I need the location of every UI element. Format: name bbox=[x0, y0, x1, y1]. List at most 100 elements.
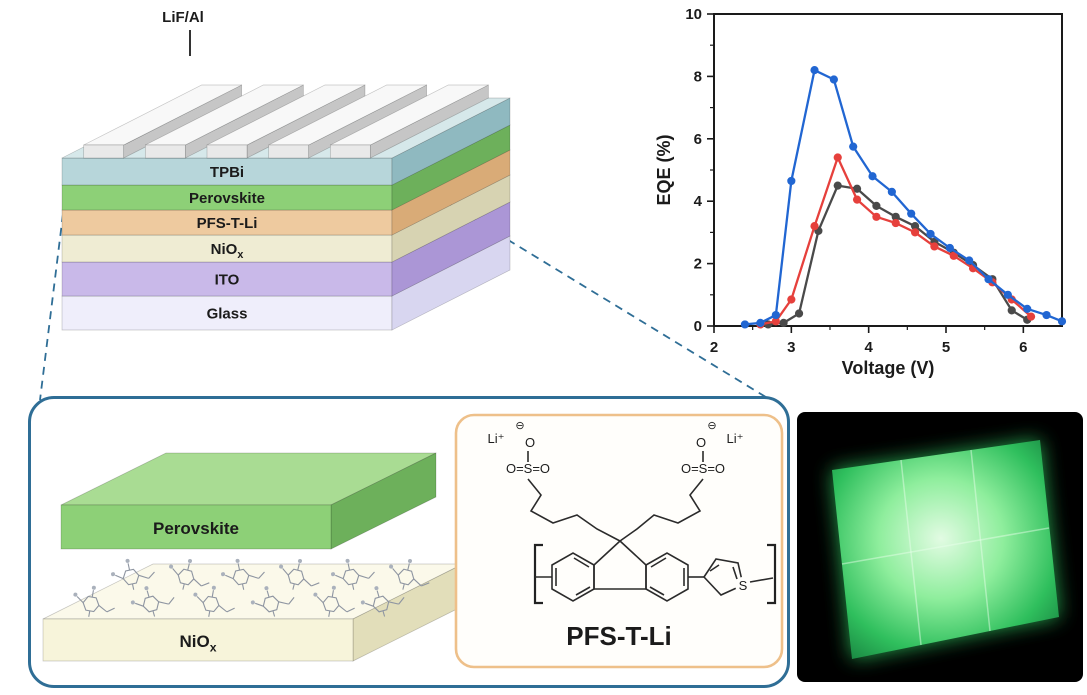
data-point bbox=[1023, 304, 1032, 313]
molecular-network bbox=[73, 558, 430, 617]
device-stack-schematic: Glass ITO NiOx PFS-T-Li Perovskite TPBi LiF/Al bbox=[61, 9, 511, 331]
series-line-gray-device bbox=[768, 184, 1028, 326]
layer-label-pfs-t-li: PFS-T-Li bbox=[197, 215, 258, 232]
niox-label: NiOx bbox=[179, 632, 216, 654]
fluorene-ring-right bbox=[645, 552, 689, 602]
data-point bbox=[787, 295, 796, 304]
lithium-ion-label-left: Li⁺ bbox=[488, 431, 505, 446]
data-point bbox=[945, 243, 954, 253]
zoom-connector-right bbox=[435, 195, 775, 403]
charge-symbol-right: ⊖ bbox=[707, 420, 716, 432]
layer-label-nio-x: NiOx bbox=[211, 241, 244, 261]
y-axis-label: EQE (%) bbox=[654, 134, 674, 205]
sulfonyl-label-left: O=S=O bbox=[506, 461, 550, 476]
oxygen-label-right: O bbox=[696, 435, 706, 450]
oxygen-label-left: O bbox=[525, 435, 535, 450]
sulfonyl-label-right: O=S=O bbox=[681, 461, 725, 476]
data-point bbox=[787, 176, 796, 186]
data-point bbox=[852, 184, 862, 193]
interface-zoom-panel: NiOx Perovskite Li⁺ ⊖ O O=S=O O ⊖ Li⁺ O=S=O S PFS-T… bbox=[28, 396, 790, 688]
data-point bbox=[891, 218, 900, 228]
layer-label-perovskite: Perovskite bbox=[189, 190, 265, 207]
data-point bbox=[868, 172, 877, 181]
data-point bbox=[984, 275, 993, 284]
fluorene-five-ring bbox=[593, 540, 647, 590]
double-bond bbox=[650, 557, 667, 568]
data-point bbox=[949, 251, 958, 260]
perovskite-label: Perovskite bbox=[153, 519, 239, 538]
double-bond bbox=[709, 564, 720, 572]
y-tick-label: 8 bbox=[694, 68, 702, 85]
data-point bbox=[794, 309, 804, 318]
data-point bbox=[771, 317, 780, 326]
data-point bbox=[965, 256, 974, 265]
electrode-front bbox=[83, 144, 125, 159]
data-point bbox=[910, 228, 920, 237]
data-point bbox=[891, 212, 900, 221]
double-bond bbox=[732, 566, 738, 580]
alkyl-chain-right bbox=[619, 478, 704, 542]
y-tick-label: 2 bbox=[694, 256, 702, 273]
perovskite-film bbox=[832, 440, 1059, 659]
series-blue-device bbox=[740, 66, 1067, 329]
polymer-bracket-left bbox=[533, 543, 543, 605]
data-point bbox=[810, 66, 819, 75]
molecule-glyph bbox=[73, 585, 115, 617]
y-tick-label: 10 bbox=[685, 6, 702, 23]
data-point bbox=[887, 187, 896, 196]
molecule-glyph bbox=[331, 558, 375, 590]
data-point bbox=[926, 229, 935, 239]
lithium-ion-label-right: Li⁺ bbox=[727, 431, 744, 446]
electrode-label: LiF/Al bbox=[162, 9, 204, 26]
data-point bbox=[1007, 306, 1016, 315]
glowing-film-photo bbox=[832, 440, 1059, 659]
x-axis-label: Voltage (V) bbox=[842, 358, 935, 378]
data-point bbox=[1026, 312, 1036, 321]
thiophene-sulfur-label: S bbox=[739, 578, 748, 593]
plot-frame bbox=[713, 13, 1063, 327]
sulfur-mask bbox=[735, 577, 751, 593]
data-point bbox=[852, 195, 862, 204]
polymer-bracket-right bbox=[767, 543, 777, 605]
series-red-device bbox=[756, 153, 1036, 329]
molecule-structure bbox=[527, 451, 777, 605]
layer-label-glass: Glass bbox=[207, 306, 248, 323]
molecule-glyph bbox=[111, 558, 155, 590]
device-photo-panel bbox=[797, 412, 1083, 682]
molecule-glyph bbox=[193, 585, 235, 617]
electrode-front bbox=[206, 144, 248, 159]
data-point bbox=[1057, 317, 1067, 326]
data-point bbox=[829, 75, 838, 84]
data-point bbox=[930, 242, 939, 251]
niox-front-face bbox=[42, 618, 354, 662]
x-tick-label: 6 bbox=[1019, 339, 1027, 356]
film-seam bbox=[841, 527, 1050, 565]
data-point bbox=[1042, 310, 1051, 320]
data-point bbox=[910, 222, 920, 231]
y-tick-label: 0 bbox=[694, 318, 702, 335]
interface-zoom-drawing: NiOxPerovskiteLi⁺⊖OO=S=OO⊖Li⁺O=S=OSPFS-T… bbox=[42, 413, 784, 669]
perovskite-front-face bbox=[60, 504, 332, 550]
molecule-glyph bbox=[130, 586, 175, 617]
series-gray-device bbox=[764, 181, 1032, 329]
double-bond bbox=[575, 586, 591, 596]
molecule-glyph bbox=[221, 558, 265, 590]
x-tick-label: 5 bbox=[942, 339, 950, 356]
charge-symbol-left: ⊖ bbox=[515, 420, 524, 432]
fluorene-ring-left bbox=[551, 552, 595, 602]
exit-bond bbox=[749, 577, 774, 583]
molecule-glyph bbox=[389, 558, 430, 590]
layer-label-ito: ITO bbox=[215, 272, 240, 289]
film-seam bbox=[900, 459, 922, 646]
double-bond bbox=[649, 586, 665, 596]
film-seam bbox=[970, 449, 991, 632]
y-tick-label: 4 bbox=[694, 193, 703, 210]
thiophene-ring bbox=[703, 558, 744, 596]
data-point bbox=[907, 209, 916, 218]
molecule-glyph bbox=[360, 586, 405, 617]
electrode-front bbox=[268, 144, 310, 159]
molecule-glyph bbox=[250, 586, 295, 617]
